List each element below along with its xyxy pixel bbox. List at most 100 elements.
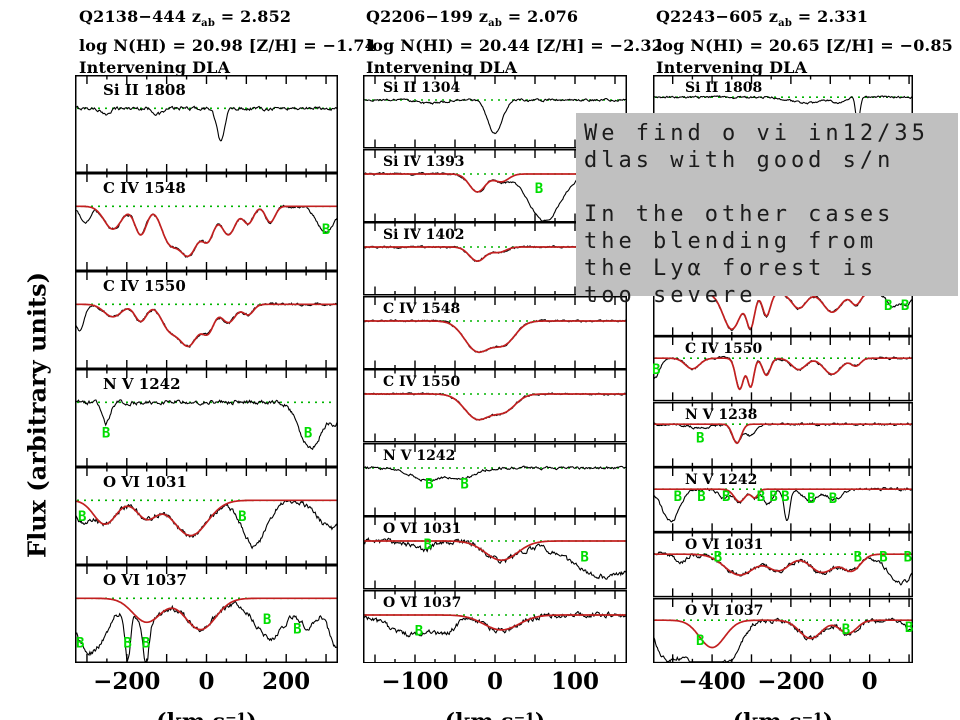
x-tick-label: −200	[93, 668, 161, 695]
x-axis-title: (km s⁻¹)	[733, 709, 834, 720]
blend-marker: B	[781, 489, 789, 505]
blend-marker: B	[769, 489, 777, 505]
annotation-line	[576, 174, 958, 201]
blend-marker: B	[123, 635, 131, 651]
x-tick-label: 0	[198, 668, 215, 695]
transition-label: C IV 1550	[383, 374, 461, 390]
blend-marker: B	[829, 491, 837, 507]
blend-marker: B	[76, 635, 84, 651]
column2-header: Q2206−199 zab = 2.076 log N(HI) = 20.44 …	[366, 6, 666, 79]
blend-marker: B	[722, 489, 730, 505]
blend-marker: B	[696, 633, 704, 649]
blend-marker: B	[697, 489, 705, 505]
x-tick-label: −400	[678, 668, 746, 695]
blend-marker: B	[714, 550, 722, 566]
x-tick-label: 200	[262, 668, 311, 695]
transition-label: N V 1238	[685, 407, 757, 423]
transition-label: N V 1242	[103, 375, 181, 393]
spectrum-panel: C IV 1548	[363, 295, 627, 369]
qso1-dla: Intervening DLA	[79, 58, 231, 78]
spectrum-panel: N V 1238 B	[653, 401, 913, 467]
transition-label: O VI 1037	[103, 571, 187, 589]
spectra-column-q2138: Si II 1808 C IV 1548 B C IV 1550 N V 1242 B B O…	[75, 75, 338, 663]
blend-marker: B	[293, 622, 301, 638]
blend-marker: B	[102, 426, 110, 442]
blend-marker: B	[757, 489, 765, 505]
transition-label: C IV 1550	[685, 341, 763, 357]
blend-marker: B	[854, 550, 862, 566]
blend-marker: B	[580, 550, 588, 566]
transition-label: Si II 1808	[685, 80, 762, 96]
x-axis-title: (km s⁻¹)	[445, 709, 546, 720]
blend-marker: B	[535, 181, 543, 197]
blend-marker: B	[304, 426, 312, 442]
transition-label: C IV 1548	[103, 179, 186, 197]
transition-label: N V 1242	[383, 448, 455, 464]
blend-marker: B	[238, 509, 246, 525]
blend-marker: B	[322, 222, 330, 238]
qso2-dla: Intervening DLA	[366, 58, 518, 78]
transition-label: N V 1242	[685, 472, 757, 488]
blend-marker: B	[884, 298, 892, 314]
spectrum-panel: O VI 1037 B	[363, 589, 627, 663]
y-axis-label: Flux (arbitrary units)	[22, 272, 52, 558]
qso3-title: Q2243−605 zab = 2.331	[656, 7, 869, 30]
annotation-overlay-text: We find o vi in12/35 dlas with good s/n In…	[576, 120, 958, 309]
blend-marker: B	[142, 635, 150, 651]
transition-label: Si II 1304	[383, 80, 460, 96]
qso2-title: Q2206−199 zab = 2.076	[366, 7, 579, 30]
qso3-dla: Intervening DLA	[656, 58, 808, 78]
annotation-line: We find o vi in12/35	[584, 121, 929, 146]
blend-marker: B	[674, 489, 682, 505]
annotation-overlay-background	[576, 113, 958, 296]
blend-marker: B	[807, 491, 815, 507]
spectrum-panel: C IV 1548 B	[75, 173, 338, 271]
spectrum-panel: C IV 1550	[363, 369, 627, 443]
blend-marker: B	[904, 550, 912, 566]
blend-marker: B	[653, 362, 660, 378]
blend-marker: B	[901, 298, 909, 314]
spectrum-panel: C IV 1550 B	[653, 336, 913, 402]
spectra-column-q2206: Si II 1304 Si IV 1393 B Si IV 1402 C IV 1548…	[363, 75, 627, 663]
blend-marker: B	[460, 476, 468, 492]
transition-label: Si IV 1393	[383, 154, 465, 170]
x-tick-label: −100	[381, 668, 449, 695]
blend-marker: B	[78, 509, 86, 525]
qso1-nhi: log N(HI) = 20.98 [Z/H] = −1.74	[79, 36, 376, 56]
spectrum-panel: C IV 1550	[75, 271, 338, 369]
blend-marker: B	[424, 537, 432, 553]
transition-label: O VI 1031	[383, 521, 461, 537]
annotation-line: dlas with good s/n	[584, 148, 895, 173]
blend-marker: B	[425, 476, 433, 492]
transition-label: Si IV 1402	[383, 227, 465, 243]
x-tick-label: 0	[861, 668, 878, 695]
blend-marker: B	[905, 620, 913, 636]
x-tick-label: 100	[550, 668, 600, 695]
blend-marker: B	[842, 622, 850, 638]
blend-marker: B	[415, 623, 423, 639]
x-tick-label: −200	[757, 668, 825, 695]
qso3-nhi: log N(HI) = 20.65 [Z/H] = −0.85	[656, 36, 953, 56]
x-tick-label: 0	[486, 668, 504, 695]
transition-label: C IV 1550	[103, 277, 186, 295]
spectrum-panel: O VI 1037 B B B	[653, 597, 913, 663]
qso1-title: Q2138−444 zab = 2.852	[79, 7, 292, 30]
qso2-nhi: log N(HI) = 20.44 [Z/H] = −2.32	[366, 36, 663, 56]
blend-marker: B	[263, 612, 271, 628]
transition-label: C IV 1548	[383, 301, 460, 317]
blend-marker: B	[879, 550, 887, 566]
annotation-line: too severe	[584, 283, 757, 308]
blend-marker: B	[696, 430, 704, 446]
column3-header: Q2243−605 zab = 2.331 log N(HI) = 20.65 …	[656, 6, 956, 79]
column1-header: Q2138−444 zab = 2.852 log N(HI) = 20.98 …	[79, 6, 379, 79]
annotation-line: the Lyα forest is	[584, 256, 878, 281]
annotation-overlay: We find o vi in12/35 dlas with good s/n In…	[576, 113, 958, 308]
transition-label: O VI 1037	[685, 603, 763, 619]
spectrum-panel: Si II 1808	[653, 75, 913, 141]
